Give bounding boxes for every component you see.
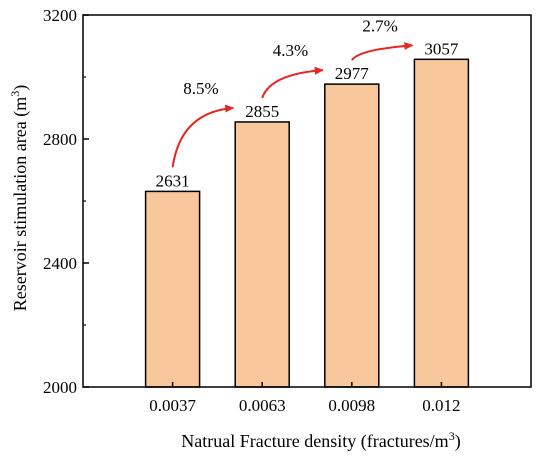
bar-0.0098: [324, 83, 380, 388]
y-axis-title-sup: 3: [8, 91, 22, 97]
x-axis-title: Natrual Fracture density (fractures/m3): [181, 429, 460, 452]
growth-arrow: [261, 66, 324, 99]
growth-label: 4.3%: [273, 41, 308, 60]
bar-0.0063: [234, 121, 290, 388]
data-label-0.012: 3057: [424, 39, 459, 58]
x-tick-label: 0.0098: [328, 396, 375, 415]
y-tick-label: 3200: [43, 6, 77, 25]
x-axis-title-sup: 3: [449, 429, 455, 443]
y-tick-label: 2000: [43, 378, 77, 397]
x-axis-title-end: ): [455, 431, 461, 452]
bars-layer: [144, 58, 470, 388]
y-tick-label: 2400: [43, 254, 77, 273]
growth-label: 2.7%: [362, 16, 397, 35]
data-label-0.0037: 2631: [156, 171, 190, 190]
x-axis-title-text: Natrual Fracture density (fractures/m: [181, 431, 448, 452]
x-tick-label: 0.0063: [239, 396, 286, 415]
y-axis-title-end: ): [10, 85, 31, 91]
y-axis-title-text: Reservoir stimulation area (m: [10, 97, 31, 311]
bar-0.012: [413, 58, 470, 388]
labels-layer: 2000 2400 2800 3200 0.0037 0.0063 0.0098 0.012 2…: [43, 6, 461, 415]
growth-label: 8.5%: [183, 79, 218, 98]
data-label-0.0098: 2977: [335, 64, 370, 83]
growth-arrow: [350, 41, 414, 61]
axes-layer: [82, 14, 532, 388]
x-tick-label: 0.012: [422, 396, 460, 415]
y-axis-title: Reservoir stimulation area (m3): [8, 85, 31, 311]
annotations-layer: 8.5% 4.3% 2.7%: [171, 16, 414, 168]
y-tick-label: 2800: [43, 130, 77, 149]
x-tick-label: 0.0037: [149, 396, 196, 415]
data-label-0.0063: 2855: [245, 102, 279, 121]
bar-0.0037: [144, 190, 201, 388]
growth-arrow: [171, 104, 235, 168]
